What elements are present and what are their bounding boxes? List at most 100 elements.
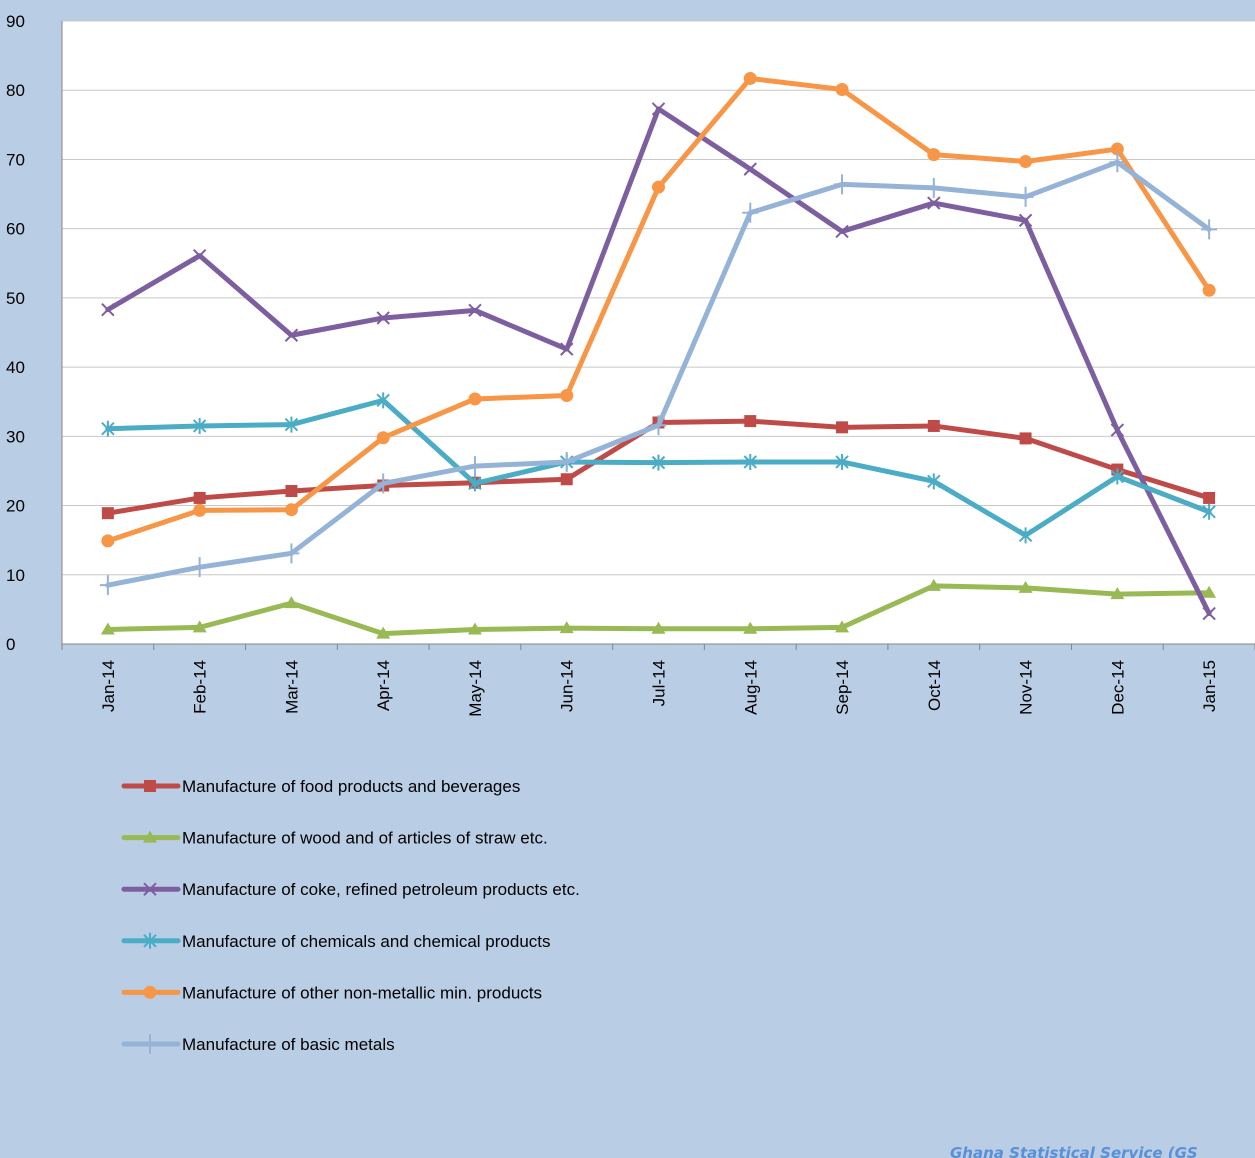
data-point-marker (1018, 580, 1033, 593)
data-point-marker (1018, 213, 1033, 228)
data-point-marker (835, 620, 850, 633)
x-tick-label: Dec-14 (1108, 660, 1127, 715)
y-tick-label: 20 (6, 497, 25, 516)
data-point-marker (560, 388, 574, 402)
plot-area (62, 21, 1255, 644)
data-point-marker (560, 342, 574, 356)
y-tick-label: 40 (6, 358, 25, 377)
legend-item: Manufacture of coke, refined petroleum p… (121, 880, 580, 899)
data-point-marker (144, 780, 156, 792)
data-point-marker (558, 451, 575, 472)
gridlines (62, 20, 1255, 645)
x-tick-label: Jul-14 (650, 660, 669, 706)
y-tick-label: 90 (6, 12, 25, 31)
data-point-marker (560, 473, 573, 486)
data-point-marker (376, 392, 390, 409)
x-tick-label: Feb-14 (191, 660, 210, 714)
x-tick-label: May-14 (466, 660, 485, 717)
data-point-marker (834, 174, 851, 195)
legend-label: Manufacture of chemicals and chemical pr… (182, 932, 551, 951)
legend-label: Manufacture of wood and of articles of s… (182, 829, 548, 848)
data-point-marker (101, 534, 115, 548)
data-point-marker (468, 475, 482, 492)
data-point-marker (284, 328, 299, 342)
data-point-marker (101, 420, 115, 437)
y-tick-label: 60 (6, 220, 25, 239)
data-point-marker (191, 557, 208, 578)
data-point-marker (835, 224, 849, 239)
y-tick-label: 0 (6, 635, 15, 654)
data-point-marker (1017, 186, 1034, 207)
data-point-marker (1110, 423, 1125, 437)
data-point-marker (284, 416, 299, 433)
data-point-marker (192, 620, 207, 633)
series-5 (101, 71, 1216, 548)
data-point-marker (375, 473, 392, 494)
data-point-marker (1202, 503, 1216, 520)
data-point-marker (101, 507, 114, 520)
data-point-marker (1202, 283, 1216, 297)
y-tick-label: 70 (6, 150, 25, 169)
data-point-marker (835, 453, 849, 470)
data-point-marker (143, 985, 157, 999)
data-point-marker (743, 621, 758, 634)
legend-label: Manufacture of food products and beverag… (182, 777, 520, 796)
y-tick-label: 10 (6, 566, 25, 585)
data-point-marker (927, 419, 940, 432)
x-tick-label: Apr-14 (374, 660, 393, 711)
data-point-marker (743, 162, 757, 176)
data-point-marker (1202, 606, 1216, 621)
legend-item: Manufacture of basic metals (121, 1034, 395, 1054)
y-tick-label: 50 (6, 289, 25, 308)
y-tick-label: 80 (6, 81, 25, 100)
data-point-marker (927, 196, 941, 210)
data-point-marker (652, 180, 665, 194)
data-point-marker (376, 311, 390, 325)
legend-item: Manufacture of food products and beverag… (121, 777, 520, 796)
data-point-marker (468, 303, 482, 318)
data-point-marker (1019, 155, 1033, 169)
legend-label: Manufacture of coke, refined petroleum p… (182, 880, 580, 899)
y-tick-label: 30 (6, 427, 25, 446)
data-point-marker (927, 148, 941, 162)
legend-item: Manufacture of chemicals and chemical pr… (121, 932, 551, 951)
x-tick-label: Sep-14 (833, 660, 852, 715)
data-point-marker (1109, 152, 1126, 173)
data-point-marker (101, 302, 115, 317)
series-3 (101, 102, 1216, 621)
data-point-marker (1110, 142, 1124, 156)
data-point-marker (835, 83, 849, 97)
data-point-marker (743, 453, 757, 470)
series-4 (101, 392, 1216, 544)
data-point-marker (743, 71, 757, 85)
data-point-marker (742, 202, 759, 223)
legend-item: Manufacture of other non-metallic min. p… (121, 983, 542, 1002)
data-point-marker (143, 830, 157, 843)
data-point-marker (744, 415, 757, 428)
data-point-marker (376, 626, 391, 639)
data-point-marker (192, 417, 207, 434)
data-point-marker (1201, 219, 1218, 240)
data-point-marker (651, 621, 666, 634)
data-point-marker (651, 102, 666, 116)
legend-label: Manufacture of other non-metallic min. p… (182, 983, 542, 1002)
x-axis: Jan-14 Feb-14 Mar-14 Apr-14 May-14 Jun-14 Jul-… (61, 643, 1255, 717)
data-point-marker (651, 454, 666, 471)
data-point-marker (376, 431, 390, 445)
data-point-marker (143, 882, 157, 896)
data-point-marker (192, 248, 207, 263)
x-tick-label: Mar-14 (282, 660, 301, 714)
data-point-marker (467, 622, 482, 635)
data-point-marker (283, 543, 300, 564)
data-point-marker (650, 415, 667, 436)
data-point-marker (466, 456, 483, 477)
data-point-marker (99, 575, 116, 596)
data-point-marker (1110, 587, 1125, 600)
legend-label: Manufacture of basic metals (182, 1035, 395, 1054)
data-point-marker (100, 622, 115, 635)
x-tick-label: Jan-15 (1200, 660, 1219, 712)
x-tick-label: Jun-14 (558, 660, 577, 712)
data-point-marker (142, 1034, 158, 1054)
data-point-marker (836, 421, 849, 434)
